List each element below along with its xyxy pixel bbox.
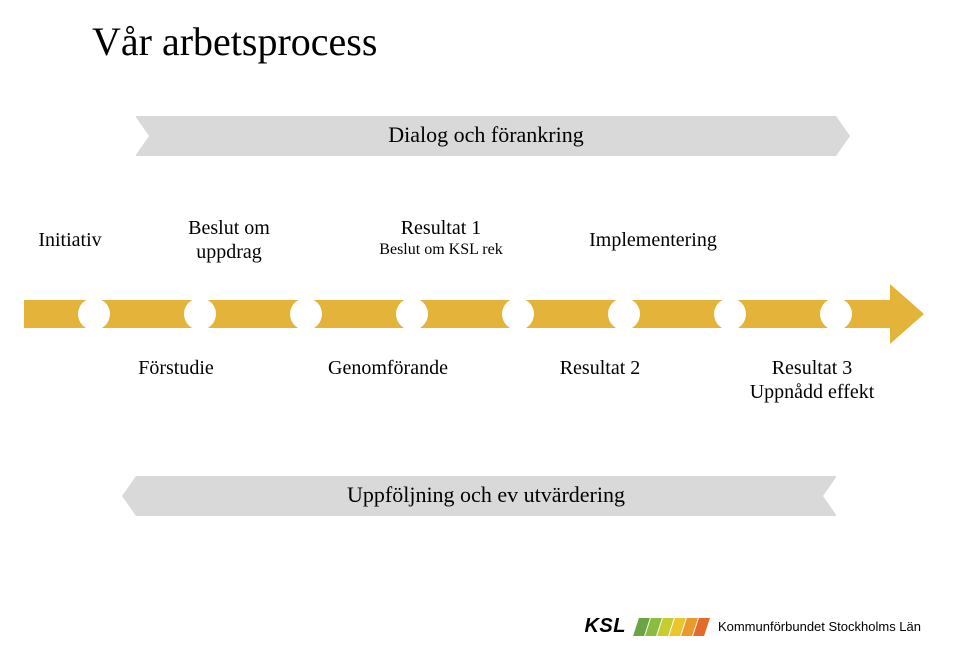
footer-org-name: Kommunförbundet Stockholms Län (718, 619, 921, 634)
bar-bottom-label: Uppföljning och ev utvärdering (136, 482, 836, 508)
label-below-0: Förstudie (96, 356, 256, 380)
footer: KSL Kommunförbundet Stockholms Län (584, 615, 921, 638)
page-title: Vår arbetsprocess (92, 18, 377, 65)
timeline-dot (290, 298, 322, 330)
label-below-2: Resultat 2 (520, 356, 680, 380)
label-above-1: Beslut omuppdrag (149, 216, 309, 264)
label-below-3: Resultat 3Uppnådd effekt (712, 356, 912, 404)
bar-tip-left (122, 476, 136, 516)
bar-tip-right (836, 116, 850, 156)
ksl-logo-text: KSL (584, 615, 626, 638)
timeline-dot (608, 298, 640, 330)
timeline-arrow (24, 284, 924, 344)
label-above-2: Resultat 1Beslut om KSL rek (341, 216, 541, 259)
timeline-dot (502, 298, 534, 330)
timeline-dot (820, 298, 852, 330)
timeline-shaft (24, 300, 894, 328)
ksl-stripes-icon (636, 618, 708, 636)
label-below-1: Genomförande (288, 356, 488, 380)
timeline-dot (184, 298, 216, 330)
bar-dialog: Dialog och förankring (136, 116, 836, 156)
bar-notch-right (823, 476, 837, 516)
timeline-dot (396, 298, 428, 330)
timeline-dot (714, 298, 746, 330)
timeline-head (890, 284, 924, 344)
bar-followup: Uppföljning och ev utvärdering (136, 476, 836, 516)
bar-top-label: Dialog och förankring (136, 122, 836, 148)
label-above-3: Implementering (543, 228, 763, 252)
timeline-dot (78, 298, 110, 330)
label-above-0: Initiativ (10, 228, 130, 252)
